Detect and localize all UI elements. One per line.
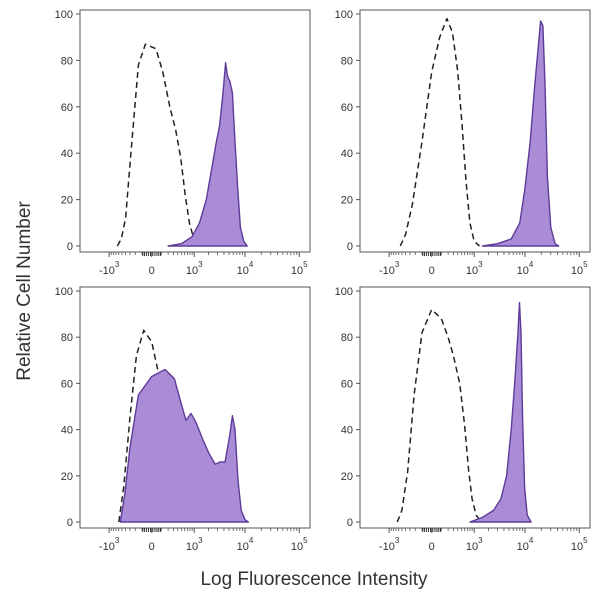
- x-tick-base: 10: [186, 541, 198, 553]
- stained-histogram: [119, 368, 249, 523]
- x-tick-base: -10: [379, 265, 395, 277]
- y-tick-label: 20: [61, 471, 73, 483]
- x-tick-base: 10: [291, 541, 303, 553]
- y-tick-label: 0: [347, 241, 353, 253]
- stained-histogram: [481, 20, 560, 247]
- y-tick-label: 100: [55, 286, 73, 298]
- control-histogram: [396, 308, 482, 523]
- x-tick-exponent: 3: [478, 536, 483, 545]
- panel-frame: [79, 286, 311, 529]
- x-tick-label: -103: [99, 536, 120, 553]
- y-tick-label: 0: [67, 517, 73, 529]
- x-tick-label: 103: [466, 260, 483, 277]
- x-tick-exponent: 3: [478, 260, 483, 269]
- x-tick-label: 104: [237, 260, 254, 277]
- x-tick-base: 10: [237, 265, 249, 277]
- x-tick-base: 0: [149, 541, 155, 553]
- x-tick-base: -10: [99, 541, 115, 553]
- x-tick-label: 103: [466, 536, 483, 553]
- x-tick-exponent: 5: [583, 260, 588, 269]
- x-tick-base: 0: [429, 541, 435, 553]
- y-tick-label: 80: [341, 332, 353, 344]
- x-tick-label: 103: [186, 536, 203, 553]
- x-tick-base: 10: [571, 541, 583, 553]
- y-tick-label: 60: [61, 378, 73, 390]
- y-tick-label: 20: [341, 195, 353, 207]
- x-tick-label: 105: [571, 536, 588, 553]
- x-tick-base: 10: [466, 265, 478, 277]
- x-tick-exponent: 3: [115, 260, 120, 269]
- y-tick-label: 0: [67, 241, 73, 253]
- y-tick-label: 60: [61, 102, 73, 114]
- x-tick-base: -10: [99, 265, 115, 277]
- stained-histogram: [469, 301, 532, 523]
- x-tick-base: 10: [571, 265, 583, 277]
- x-tick-exponent: 3: [198, 536, 203, 545]
- x-tick-exponent: 3: [115, 536, 120, 545]
- panel-frame: [79, 9, 311, 253]
- x-tick-label: 103: [186, 260, 203, 277]
- x-tick-exponent: 4: [249, 536, 254, 545]
- x-tick-base: 10: [466, 541, 478, 553]
- y-tick-label: 80: [341, 55, 353, 67]
- x-tick-label: 105: [571, 260, 588, 277]
- y-tick-label: 60: [341, 378, 353, 390]
- x-tick-label: 0: [149, 541, 155, 553]
- panel-frame: [359, 9, 591, 253]
- x-tick-label: 104: [237, 536, 254, 553]
- x-tick-exponent: 4: [249, 260, 254, 269]
- x-tick-label: 0: [429, 541, 435, 553]
- x-tick-label: -103: [379, 536, 400, 553]
- x-tick-label: 0: [429, 265, 435, 277]
- y-tick-label: 20: [341, 471, 353, 483]
- x-axis-title: Log Fluorescence Intensity: [200, 569, 428, 590]
- x-tick-label: 0: [149, 265, 155, 277]
- x-tick-label: -103: [99, 260, 120, 277]
- y-tick-label: 100: [335, 286, 353, 298]
- y-tick-label: 40: [341, 148, 353, 160]
- y-tick-label: 80: [61, 332, 73, 344]
- x-tick-exponent: 5: [583, 536, 588, 545]
- x-tick-base: 0: [429, 265, 435, 277]
- y-tick-label: 100: [335, 9, 353, 21]
- x-tick-exponent: 5: [303, 536, 308, 545]
- x-tick-exponent: 4: [529, 536, 534, 545]
- x-tick-label: 104: [517, 260, 534, 277]
- x-tick-base: -10: [379, 541, 395, 553]
- x-tick-label: 105: [291, 536, 308, 553]
- y-axis-title: Relative Cell Number: [14, 201, 35, 381]
- x-tick-label: 105: [291, 260, 308, 277]
- x-tick-exponent: 3: [395, 260, 400, 269]
- y-tick-label: 40: [61, 148, 73, 160]
- x-tick-exponent: 3: [198, 260, 203, 269]
- y-tick-label: 80: [61, 55, 73, 67]
- stained-histogram: [167, 62, 248, 247]
- x-tick-base: 10: [291, 265, 303, 277]
- y-tick-label: 60: [341, 102, 353, 114]
- x-tick-exponent: 4: [529, 260, 534, 269]
- control-histogram: [399, 17, 480, 247]
- x-tick-base: 10: [237, 541, 249, 553]
- y-tick-label: 100: [55, 9, 73, 21]
- control-histogram: [116, 43, 202, 247]
- panel-frame: [359, 286, 591, 529]
- x-tick-exponent: 3: [395, 536, 400, 545]
- x-tick-base: 0: [149, 265, 155, 277]
- y-tick-label: 20: [61, 195, 73, 207]
- y-tick-label: 40: [341, 425, 353, 437]
- x-tick-label: 104: [517, 536, 534, 553]
- x-tick-base: 10: [517, 541, 529, 553]
- x-tick-base: 10: [517, 265, 529, 277]
- x-tick-base: 10: [186, 265, 198, 277]
- x-tick-exponent: 5: [303, 260, 308, 269]
- y-tick-label: 40: [61, 425, 73, 437]
- y-tick-label: 0: [347, 517, 353, 529]
- x-tick-label: -103: [379, 260, 400, 277]
